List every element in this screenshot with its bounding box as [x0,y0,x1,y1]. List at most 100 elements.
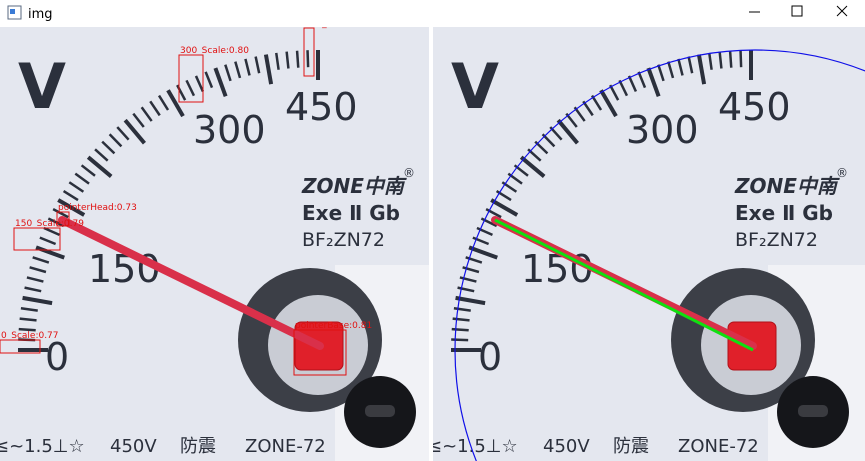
detection-label: 0_Scale:0.77 [1,331,59,341]
scale-label: 450 [718,85,791,129]
scale-tick [86,155,113,178]
scale-tick [176,84,187,101]
detection-box [0,339,41,354]
scale-tick [43,226,60,237]
scale-tick [465,256,483,264]
scale-tick [455,295,486,306]
scale-tick [116,126,130,141]
scale-label: 0 [478,335,502,379]
divider [429,27,433,461]
scale-tick [462,266,480,274]
model: BF₂ZN72 [302,229,385,251]
scale-tick [185,79,196,97]
scale-tick [123,118,146,145]
brand: ZONE中南 [734,174,840,198]
scale-tick [646,67,661,97]
footer-text: ≤~1.5⊥☆ [427,436,518,457]
scale-tick [599,89,618,118]
scale-tick [657,64,665,82]
scale-tick [618,79,629,97]
scale-tick [476,226,493,237]
scale-tick [24,286,42,293]
app-icon-dot [10,9,15,14]
scale-tick [18,327,36,332]
scale-label: 300 [626,108,699,152]
scale-tick [708,52,713,70]
brand: ZONE中南 [301,174,407,198]
scale-tick [157,94,170,111]
lock-slot [365,405,395,417]
scale-tick [667,61,675,79]
window-title: img [28,7,53,22]
detection-label: pointerHead:0.73 [58,203,137,213]
unit-label: V [18,50,66,123]
scale-tick [22,295,53,306]
detection-label: 450_Scale:0.82 [305,19,374,29]
registered: ® [403,166,415,180]
scale-tick [480,217,498,228]
footer-text: 防震 [180,436,216,457]
scale-tick [68,181,85,193]
scale-tick [244,58,251,76]
scale-tick [472,236,490,246]
scale-tick [149,100,161,117]
lock-slot [798,405,828,417]
scale-tick [637,71,647,89]
footer-text: ZONE-72 [678,436,759,457]
maximize-button[interactable] [791,5,803,17]
scale-tick [20,307,38,312]
scale-tick [295,50,300,68]
title-bar [0,0,865,27]
scale-tick [26,276,44,283]
scale-tick [94,148,109,162]
scale-tick [306,50,310,68]
scale-tick [519,155,546,178]
scale-tick [590,94,603,111]
scale-tick [132,112,145,128]
scale-tick [194,75,205,92]
scale-tick [80,164,96,177]
scale-tick [687,56,694,74]
scale-tick [468,245,498,260]
scale-tick [728,50,733,68]
scale-label: 450 [285,85,358,129]
scale-tick [224,64,232,82]
marking: Exe Ⅱ Gb [302,201,400,225]
scale-tick [556,118,579,145]
scale-tick [451,338,469,342]
scale-tick [490,198,519,217]
scale-tick [627,75,638,92]
detection-label: 300_Scale:0.80 [180,46,249,56]
scale-tick [275,52,280,70]
scale-tick [32,256,50,264]
scale-tick [204,71,214,89]
footer-text: ≤~1.5⊥☆ [0,436,85,457]
detection-box [303,27,315,77]
footer-text: 450V [110,436,157,457]
scale-tick [696,54,707,85]
footer-text: ZONE-72 [245,436,326,457]
scale-tick [35,245,65,260]
scale-tick [62,189,79,202]
scale-tick [74,172,90,185]
scale-tick [459,276,477,283]
scale-label: 300 [193,108,266,152]
detection-label: 150_Scale:0.79 [15,219,84,229]
scale-tick [485,208,502,219]
scale-tick [57,198,86,217]
close-button[interactable] [836,5,848,17]
detection-box [13,227,61,251]
scale-tick [718,51,723,69]
scale-tick [451,327,469,332]
scale-tick [254,56,261,74]
scale-tick [457,286,475,293]
scale-tick [166,89,185,118]
scale-tick [213,67,228,97]
scale-tick [263,54,274,85]
detection-box [293,329,347,376]
model: BF₂ZN72 [735,229,818,251]
scale-tick [609,84,620,101]
